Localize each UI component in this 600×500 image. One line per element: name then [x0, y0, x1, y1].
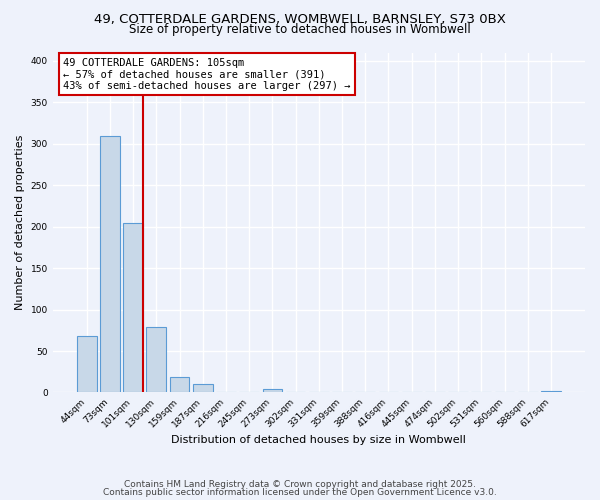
Text: 49 COTTERDALE GARDENS: 105sqm
← 57% of detached houses are smaller (391)
43% of : 49 COTTERDALE GARDENS: 105sqm ← 57% of d… [64, 58, 351, 91]
Y-axis label: Number of detached properties: Number of detached properties [15, 135, 25, 310]
Text: 49, COTTERDALE GARDENS, WOMBWELL, BARNSLEY, S73 0BX: 49, COTTERDALE GARDENS, WOMBWELL, BARNSL… [94, 12, 506, 26]
Bar [170, 376, 190, 392]
Text: Contains public sector information licensed under the Open Government Licence v3: Contains public sector information licen… [103, 488, 497, 497]
Bar [123, 224, 143, 392]
Text: Contains HM Land Registry data © Crown copyright and database right 2025.: Contains HM Land Registry data © Crown c… [124, 480, 476, 489]
Bar [77, 336, 97, 392]
Bar [193, 384, 212, 392]
Bar [263, 389, 282, 392]
Bar [146, 327, 166, 392]
Bar [100, 136, 120, 392]
X-axis label: Distribution of detached houses by size in Wombwell: Distribution of detached houses by size … [172, 435, 466, 445]
Bar [541, 391, 561, 392]
Text: Size of property relative to detached houses in Wombwell: Size of property relative to detached ho… [129, 24, 471, 36]
